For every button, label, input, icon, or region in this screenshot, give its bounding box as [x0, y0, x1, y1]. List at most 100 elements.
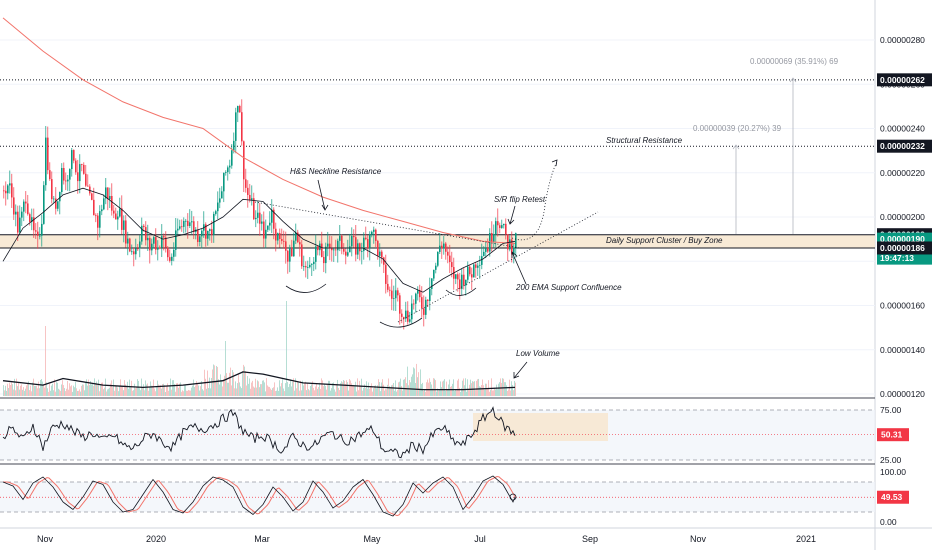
volume-bar	[467, 379, 468, 396]
candle-body	[129, 238, 131, 252]
price-tick-label: 0.00000140	[880, 345, 925, 355]
candle-body	[167, 247, 169, 258]
volume-bar	[263, 380, 264, 396]
volume-bar	[214, 365, 215, 396]
volume-bar	[353, 385, 354, 396]
volume-bar	[456, 390, 457, 396]
rsi-panel[interactable]	[0, 406, 875, 461]
price-tick-label: 0.00000120	[880, 389, 925, 399]
volume-bar	[82, 384, 83, 396]
candle-body	[395, 290, 397, 299]
candle-body	[257, 212, 259, 218]
sr-flip-arrow	[507, 205, 516, 225]
annotation-hs-neckline[interactable]: H&S Neckline Resistance	[290, 167, 382, 176]
volume-bar	[323, 386, 324, 396]
candle-body	[111, 195, 113, 211]
volume-bar	[329, 380, 330, 396]
candle-body	[297, 232, 299, 243]
rsi-line	[2, 406, 516, 459]
volume-bar	[18, 382, 19, 396]
volume-bar	[36, 385, 37, 396]
candle-body	[343, 248, 345, 252]
support-zone	[0, 234, 875, 249]
volume-bar	[157, 380, 158, 396]
volume-bar	[121, 386, 122, 396]
candle-body	[277, 233, 279, 241]
volume-bar	[50, 390, 51, 396]
volume-bar	[361, 378, 362, 396]
candle-body	[353, 236, 355, 238]
candle-body	[231, 150, 233, 166]
volume-bar	[251, 382, 252, 396]
candle-body	[333, 249, 335, 251]
volume-bar	[400, 378, 401, 396]
volume-bar	[408, 385, 409, 396]
candle-body	[27, 203, 29, 215]
volume-bar	[202, 389, 203, 396]
volume-bar	[64, 388, 65, 396]
volume-bar	[246, 385, 247, 396]
candle-body	[363, 237, 365, 252]
volume-bar	[63, 385, 64, 396]
volume-bar	[38, 381, 39, 396]
time-tick-label: 2021	[796, 534, 816, 544]
candle-body	[417, 290, 419, 294]
annotation-ema-support[interactable]: 200 EMA Support Confluence	[515, 283, 622, 292]
volume-bar	[107, 389, 108, 396]
volume-bar	[211, 377, 212, 396]
annotation-support-cluster[interactable]: Daily Support Cluster / Buy Zone	[606, 236, 723, 245]
volume-bar	[131, 380, 132, 396]
price-panel[interactable]	[0, 0, 875, 398]
annotation-low-volume[interactable]: Low Volume	[516, 349, 560, 358]
volume-bar	[179, 383, 180, 396]
candle-body	[95, 215, 97, 217]
annotation-structural-resistance[interactable]: Structural Resistance	[606, 136, 683, 145]
volume-bar	[132, 390, 133, 396]
candle-body	[41, 223, 43, 236]
time-tick-label: May	[363, 534, 381, 544]
volume-bar	[283, 388, 284, 396]
volume-bar	[468, 389, 469, 396]
annotation-sr-flip[interactable]: S/R flip Retest	[494, 195, 546, 204]
candle-body	[405, 310, 407, 319]
volume-bar	[234, 388, 235, 396]
candle-body	[427, 299, 429, 302]
candle-body	[137, 248, 139, 250]
volume-bar	[215, 381, 216, 396]
annotation-target-2[interactable]: 0.00000069 (35.91%) 69	[750, 57, 839, 66]
volume-bar	[207, 370, 208, 396]
volume-bar	[319, 382, 320, 396]
volume-bar	[411, 376, 412, 396]
candle-body	[233, 140, 235, 151]
volume-bar	[277, 387, 278, 396]
candle-body	[93, 199, 95, 216]
volume-bar	[294, 390, 295, 396]
volume-bar	[241, 388, 242, 396]
volume-bar	[477, 379, 478, 396]
volume-bar	[398, 382, 399, 396]
volume-bar	[292, 381, 293, 396]
volume-bar	[406, 383, 407, 396]
price-axis[interactable]: 0.000002800.000002600.000002400.00000220…	[877, 35, 932, 527]
candle-body	[187, 220, 189, 226]
volume-bar	[114, 390, 115, 396]
time-axis[interactable]: Nov 2020 Mar May Jul Sep Nov 2021	[37, 534, 816, 544]
volume-bar	[355, 381, 356, 396]
volume-bar	[303, 385, 304, 396]
volume-bar	[438, 390, 439, 396]
volume-bar	[356, 391, 357, 396]
candle-body	[303, 266, 305, 267]
volume-bar	[485, 383, 486, 396]
volume-bar	[86, 379, 87, 396]
volume-bar	[240, 386, 241, 396]
annotation-target-1[interactable]: 0.00000039 (20.27%) 39	[693, 124, 782, 133]
candle-body	[237, 105, 239, 113]
stoch-rsi-panel[interactable]	[0, 475, 875, 517]
volume-bar	[249, 378, 250, 396]
volume-bar	[291, 386, 292, 396]
volume-bar	[30, 385, 31, 396]
candle-body	[487, 248, 489, 252]
candle-body	[315, 246, 317, 262]
volume-bar	[119, 385, 120, 396]
